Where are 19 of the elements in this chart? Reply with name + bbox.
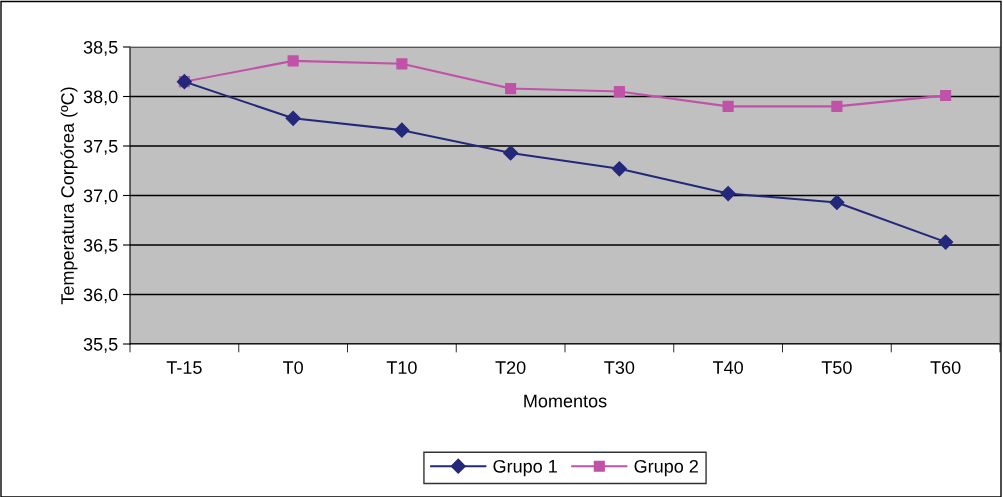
legend-label: Grupo 1 <box>493 459 557 477</box>
y-tick-label: 38,0 <box>83 90 118 106</box>
y-tick-label: 36,0 <box>83 288 118 304</box>
x-tick-label: T60 <box>930 361 961 374</box>
x-tick-label: T30 <box>604 361 635 374</box>
y-tick-label: 37,5 <box>83 139 118 155</box>
x-tick-label: T-15 <box>166 361 202 374</box>
y-tick-label: 35,5 <box>83 337 118 353</box>
y-tick-label: 36,5 <box>83 238 118 254</box>
x-tick-label: T20 <box>495 361 526 374</box>
y-tick-label: 38,5 <box>83 40 118 56</box>
y-axis-title: Temperatura Corpórea (ºC) <box>60 87 78 305</box>
x-tick-label: T50 <box>821 361 852 374</box>
x-tick-label: T40 <box>712 361 743 374</box>
y-tick-label: 37,0 <box>83 189 118 205</box>
legend-label: Grupo 2 <box>634 459 698 477</box>
x-tick-label: T0 <box>283 361 303 374</box>
x-axis-title: Momentos <box>524 394 607 408</box>
x-tick-label: T10 <box>386 361 417 374</box>
